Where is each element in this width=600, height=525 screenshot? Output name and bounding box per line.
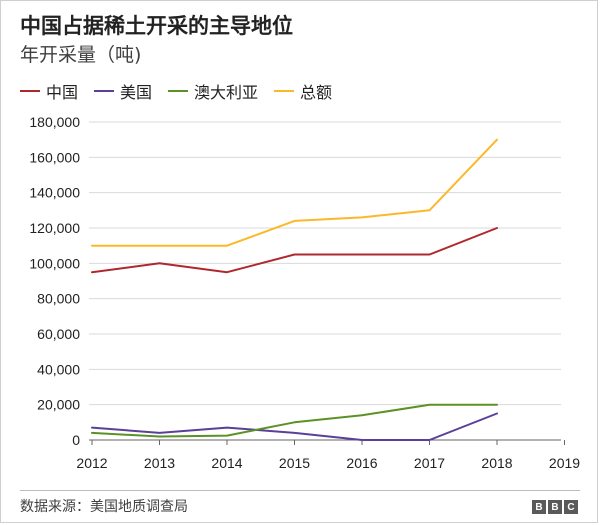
legend-label-usa: 美国	[120, 83, 153, 102]
bbc-logo-letter: B	[548, 500, 562, 514]
legend-swatch-usa	[94, 90, 115, 92]
x-tick-label: 2019	[549, 455, 580, 471]
source-note: 数据来源：美国地质调查局	[20, 499, 188, 515]
legend-item-usa: 美国	[94, 79, 152, 103]
x-tick-label: 2016	[346, 455, 377, 471]
legend-item-australia: 澳大利亚	[168, 79, 258, 103]
y-tick-label: 180,000	[29, 114, 80, 130]
legend: 中国 美国 澳大利亚 总额	[20, 79, 348, 103]
x-tick-label: 2012	[76, 455, 107, 471]
legend-item-total: 总额	[274, 79, 332, 103]
y-tick-label: 0	[72, 432, 80, 448]
series-line-total	[91, 138, 498, 247]
legend-swatch-total	[274, 90, 295, 92]
legend-label-china: 中国	[46, 83, 79, 102]
y-tick-label: 40,000	[37, 361, 80, 377]
legend-label-australia: 澳大利亚	[194, 83, 259, 102]
bbc-logo-letter: B	[532, 500, 546, 514]
series-line-usa	[91, 412, 498, 441]
x-tick-label: 2013	[144, 455, 175, 471]
series-line-australia	[91, 403, 498, 438]
series-line-china	[91, 227, 498, 274]
y-tick-label: 20,000	[37, 397, 80, 413]
footer-divider	[20, 490, 580, 491]
bbc-logo: B B C	[532, 500, 578, 514]
y-tick-label: 120,000	[29, 220, 80, 236]
y-tick-label: 160,000	[29, 149, 80, 165]
y-tick-label: 60,000	[37, 326, 80, 342]
legend-swatch-china	[20, 90, 40, 92]
x-tick-label: 2017	[414, 455, 445, 471]
legend-swatch-australia	[168, 90, 189, 92]
y-tick-label: 100,000	[29, 255, 80, 271]
x-tick-label: 2014	[211, 455, 242, 471]
y-tick-label: 80,000	[37, 291, 80, 307]
y-tick-label: 140,000	[29, 185, 80, 201]
bbc-logo-letter: C	[564, 500, 578, 514]
legend-item-china: 中国	[20, 79, 78, 103]
x-tick-label: 2015	[279, 455, 310, 471]
legend-label-total: 总额	[300, 83, 333, 102]
chart-title: 中国占据稀土开采的主导地位	[20, 14, 293, 38]
x-tick-label: 2018	[481, 455, 512, 471]
chart-subtitle: 年开采量（吨)	[20, 44, 142, 66]
